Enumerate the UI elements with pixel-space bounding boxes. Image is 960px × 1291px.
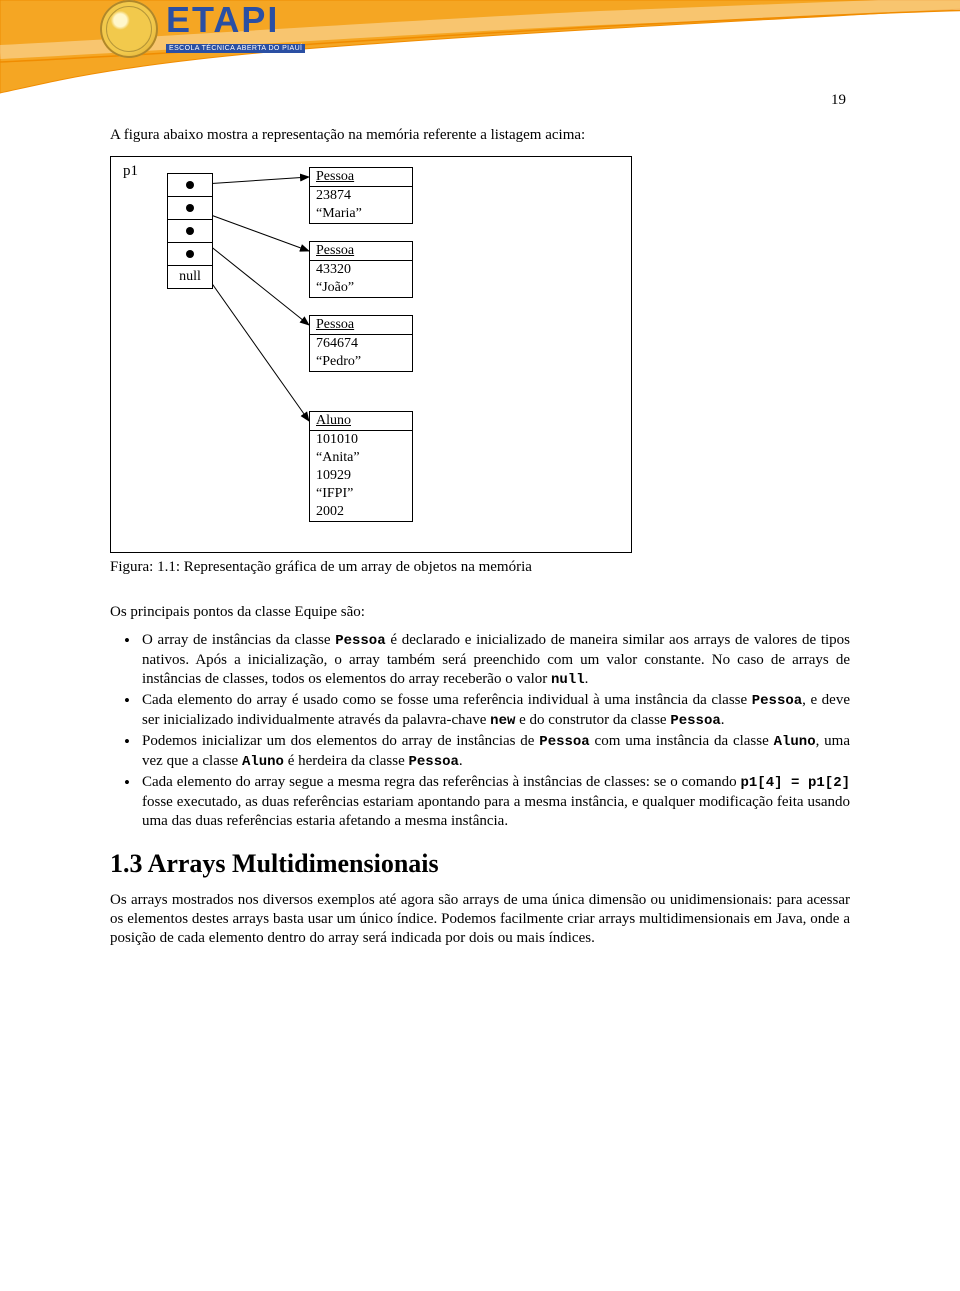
intro-text: A figura abaixo mostra a representação n… (110, 127, 850, 144)
object-field: 43320 (310, 261, 412, 279)
subheading: Os principais pontos da classe Equipe sã… (110, 604, 850, 621)
code-span: Aluno (774, 734, 816, 750)
object-field: 10929 (310, 467, 412, 485)
figure-caption: Figura: 1.1: Representação gráfica de um… (110, 559, 850, 576)
bullet-item: Podemos inicializar um dos elementos do … (142, 732, 850, 772)
bullet-list: O array de instâncias da classe Pessoa é… (110, 631, 850, 831)
p1-label: p1 (123, 163, 138, 180)
object-field: 2002 (310, 503, 412, 521)
logo-globe-icon (100, 0, 158, 58)
array-cell (167, 196, 213, 220)
code-span: Pessoa (408, 754, 458, 770)
object-title: Pessoa (310, 242, 412, 261)
pointer-dot-icon (186, 227, 194, 235)
logo-subtitle: ESCOLA TÉCNICA ABERTA DO PIAUÍ (166, 44, 305, 53)
array-cell: null (167, 265, 213, 289)
array-cell (167, 173, 213, 197)
object-title: Pessoa (310, 168, 412, 187)
pointer-dot-icon (186, 204, 194, 212)
object-title: Pessoa (310, 316, 412, 335)
object-field: 101010 (310, 431, 412, 449)
logo-text: ETAPI (166, 4, 305, 36)
object-field: 764674 (310, 335, 412, 353)
object-field: “Pedro” (310, 353, 412, 371)
array-cell (167, 219, 213, 243)
page: ETAPI ESCOLA TÉCNICA ABERTA DO PIAUÍ 19 … (0, 0, 960, 988)
logo: ETAPI ESCOLA TÉCNICA ABERTA DO PIAUÍ (100, 0, 305, 58)
pointer-dot-icon (186, 181, 194, 189)
array-cell (167, 242, 213, 266)
code-span: Aluno (242, 754, 284, 770)
code-span: null (551, 672, 585, 688)
object-field: “João” (310, 279, 412, 297)
code-span: p1[4] = p1[2] (740, 775, 850, 791)
pointer-dot-icon (186, 250, 194, 258)
final-paragraph: Os arrays mostrados nos diversos exemplo… (110, 891, 850, 949)
memory-diagram: p1 null Pessoa23874“Maria”Pessoa43320“Jo… (110, 156, 632, 553)
object-field: 23874 (310, 187, 412, 205)
code-span: Pessoa (752, 693, 802, 709)
bullet-item: O array de instâncias da classe Pessoa é… (142, 631, 850, 690)
code-span: Pessoa (335, 633, 385, 649)
code-span: Pessoa (539, 734, 589, 750)
object-box: Pessoa23874“Maria” (309, 167, 413, 224)
object-box: Pessoa764674“Pedro” (309, 315, 413, 372)
object-box: Aluno101010“Anita”10929“IFPI”2002 (309, 411, 413, 522)
object-box: Pessoa43320“João” (309, 241, 413, 298)
array-column: null (167, 173, 213, 288)
object-field: “Maria” (310, 205, 412, 223)
bullet-item: Cada elemento do array é usado como se f… (142, 691, 850, 731)
object-field: “IFPI” (310, 485, 412, 503)
code-span: new (490, 713, 515, 729)
code-span: Pessoa (670, 713, 720, 729)
object-title: Aluno (310, 412, 412, 431)
bullet-item: Cada elemento do array segue a mesma reg… (142, 773, 850, 831)
header: ETAPI ESCOLA TÉCNICA ABERTA DO PIAUÍ (110, 0, 850, 120)
object-field: “Anita” (310, 449, 412, 467)
section-heading: 1.3 Arrays Multidimensionais (110, 849, 850, 879)
